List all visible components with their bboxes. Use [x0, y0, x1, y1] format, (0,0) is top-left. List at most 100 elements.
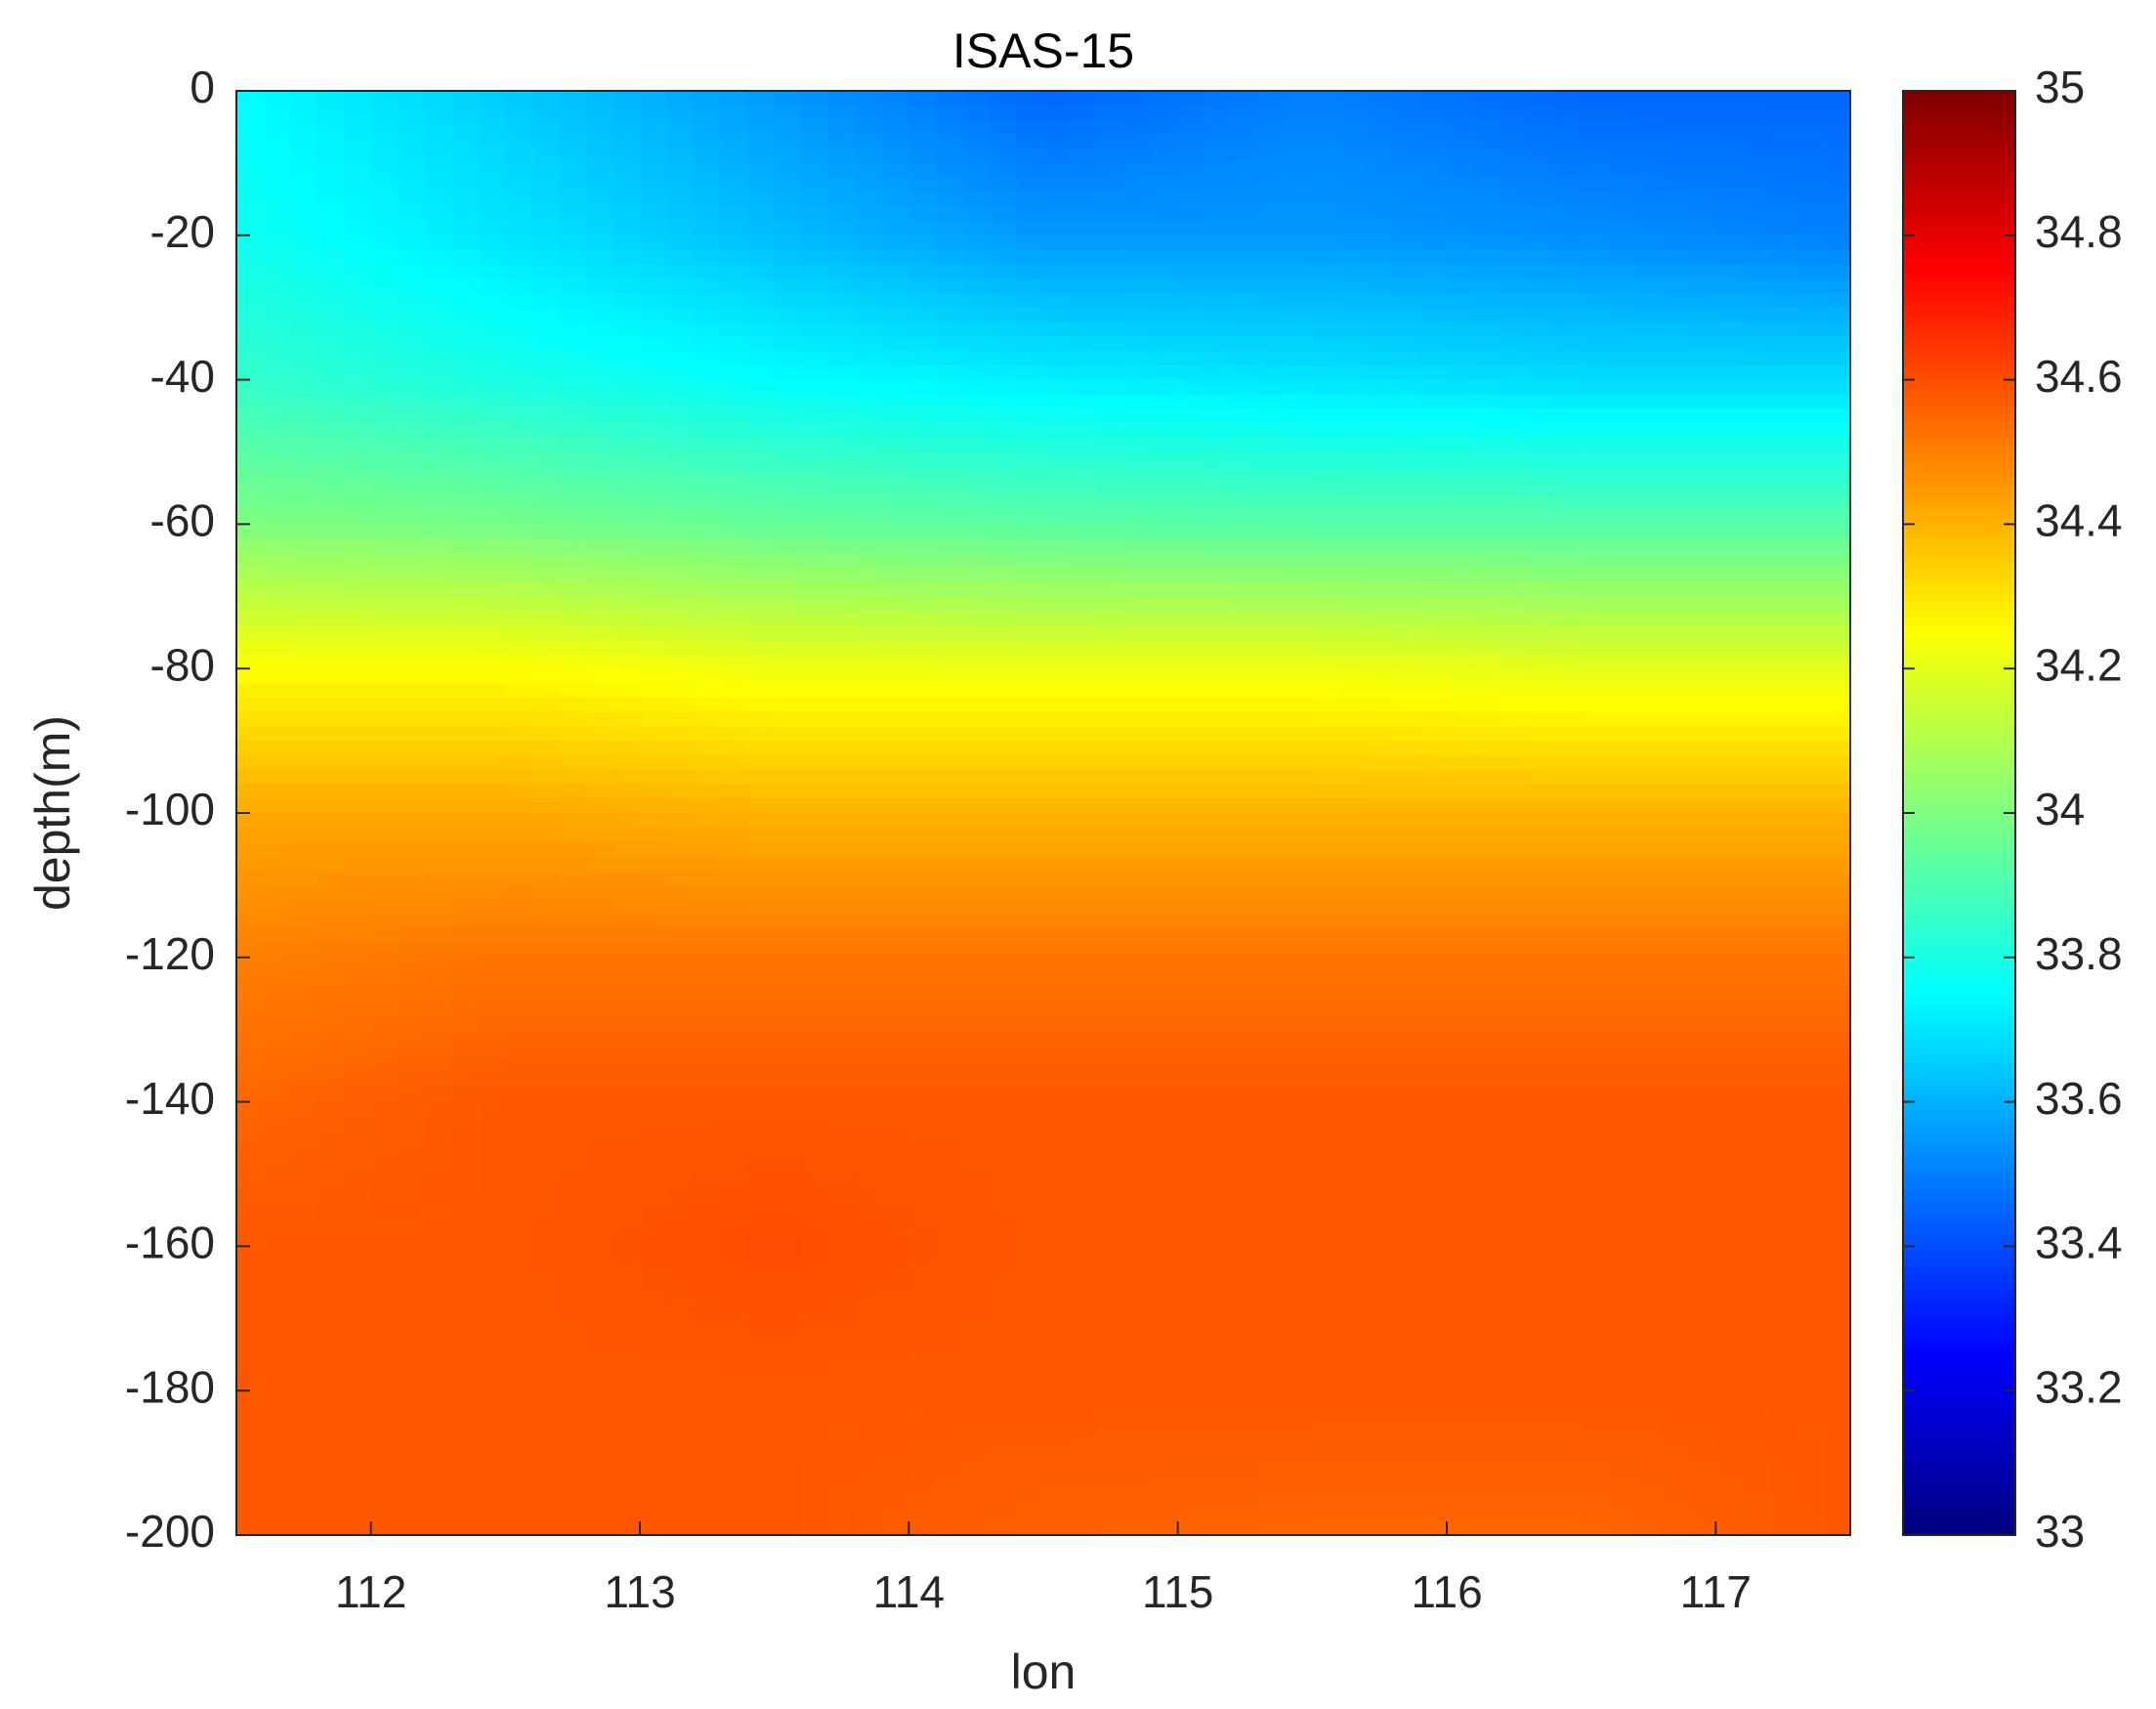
- contour-cell: [1338, 264, 1368, 279]
- contour-cell: [989, 552, 1018, 569]
- contour-cell: [1501, 552, 1529, 569]
- contour-cell: [531, 91, 561, 107]
- contour-cell: [666, 307, 695, 323]
- contour-cell: [236, 1116, 265, 1132]
- contour-cell: [855, 149, 883, 164]
- contour-cell: [317, 1303, 345, 1320]
- contour-cell: [317, 654, 345, 669]
- contour-cell: [236, 1131, 265, 1146]
- contour-cell: [1554, 754, 1583, 771]
- contour-cell: [451, 264, 480, 279]
- contour-cell: [881, 149, 910, 164]
- contour-cell: [1527, 149, 1555, 164]
- contour-cell: [1151, 264, 1179, 279]
- contour-cell: [827, 1217, 857, 1233]
- contour-cell: [317, 798, 345, 814]
- contour-cell: [640, 235, 668, 251]
- contour-cell: [720, 1203, 748, 1218]
- contour-cell: [1258, 567, 1287, 583]
- contour-cell: [881, 986, 910, 1002]
- contour-cell: [1419, 1217, 1448, 1233]
- contour-cell: [424, 884, 453, 901]
- contour-cell: [1501, 682, 1529, 699]
- contour-cell: [801, 364, 829, 381]
- contour-cell: [1823, 943, 1851, 959]
- contour-cell: [1527, 379, 1555, 396]
- contour-cell: [1554, 1029, 1583, 1046]
- contour-cell: [881, 1073, 910, 1089]
- contour-cell: [1742, 192, 1771, 208]
- contour-cell: [1662, 884, 1690, 901]
- contour-cell: [531, 524, 561, 539]
- contour-cell: [962, 206, 991, 222]
- contour-cell: [531, 1203, 561, 1218]
- contour-cell: [1097, 1217, 1125, 1233]
- contour-cell: [585, 1303, 614, 1320]
- contour-cell: [1231, 611, 1260, 626]
- contour-cell: [1501, 177, 1529, 193]
- contour-cell: [1688, 1058, 1717, 1074]
- contour-cell: [478, 321, 507, 338]
- contour-cell: [370, 351, 399, 366]
- contour-cell: [1123, 697, 1152, 713]
- contour-cell: [585, 769, 614, 786]
- contour-cell: [1715, 524, 1744, 539]
- contour-cell: [1231, 986, 1260, 1002]
- contour-cell: [666, 336, 695, 352]
- contour-cell: [1527, 856, 1555, 872]
- contour-cell: [290, 379, 318, 396]
- contour-cell: [1608, 784, 1636, 800]
- contour-cell: [344, 481, 372, 496]
- contour-cell: [1151, 1188, 1179, 1204]
- contour-cell: [1662, 1116, 1690, 1132]
- contour-cell: [1473, 524, 1501, 539]
- contour-cell: [801, 509, 829, 526]
- contour-cell: [370, 1116, 399, 1132]
- contour-cell: [263, 726, 291, 742]
- contour-cell: [451, 1144, 480, 1161]
- contour-cell: [1016, 1073, 1044, 1089]
- contour-cell: [1823, 1188, 1851, 1204]
- contour-cell: [531, 538, 561, 554]
- contour-cell: [1016, 278, 1044, 294]
- contour-cell: [1662, 509, 1690, 526]
- contour-cell: [1043, 466, 1072, 482]
- contour-cell: [1016, 928, 1044, 944]
- contour-cell: [1554, 1014, 1583, 1031]
- contour-cell: [881, 827, 910, 843]
- contour-cell: [1285, 235, 1314, 251]
- contour-cell: [962, 697, 991, 713]
- contour-cell: [962, 351, 991, 366]
- contour-cell: [827, 754, 857, 771]
- contour-cell: [1823, 494, 1851, 511]
- contour-cell: [263, 307, 291, 323]
- contour-cell: [1634, 278, 1664, 294]
- contour-cell: [424, 321, 453, 338]
- contour-cell: [1447, 1014, 1475, 1031]
- contour-cell: [398, 827, 426, 843]
- contour-cell: [989, 596, 1018, 612]
- contour-cell: [1554, 364, 1583, 381]
- contour-cell: [827, 321, 857, 338]
- contour-cell: [855, 1029, 883, 1046]
- contour-cell: [290, 1144, 318, 1161]
- contour-cell: [531, 654, 561, 669]
- contour-cell: [1554, 1073, 1583, 1089]
- contour-cell: [1123, 1058, 1152, 1074]
- contour-cell: [640, 394, 668, 409]
- contour-cell: [855, 726, 883, 742]
- contour-cell: [989, 899, 1018, 916]
- contour-cell: [263, 986, 291, 1002]
- contour-cell: [1554, 1044, 1583, 1060]
- contour-cell: [263, 162, 291, 179]
- contour-cell: [747, 1203, 776, 1218]
- contour-cell: [1205, 798, 1233, 814]
- contour-cell: [962, 394, 991, 409]
- contour-cell: [1662, 769, 1690, 786]
- contour-cell: [1608, 914, 1636, 930]
- contour-cell: [1662, 1029, 1690, 1046]
- contour-cell: [1608, 1144, 1636, 1161]
- contour-cell: [1312, 1188, 1340, 1204]
- contour-cell: [909, 827, 937, 843]
- contour-cell: [1151, 235, 1179, 251]
